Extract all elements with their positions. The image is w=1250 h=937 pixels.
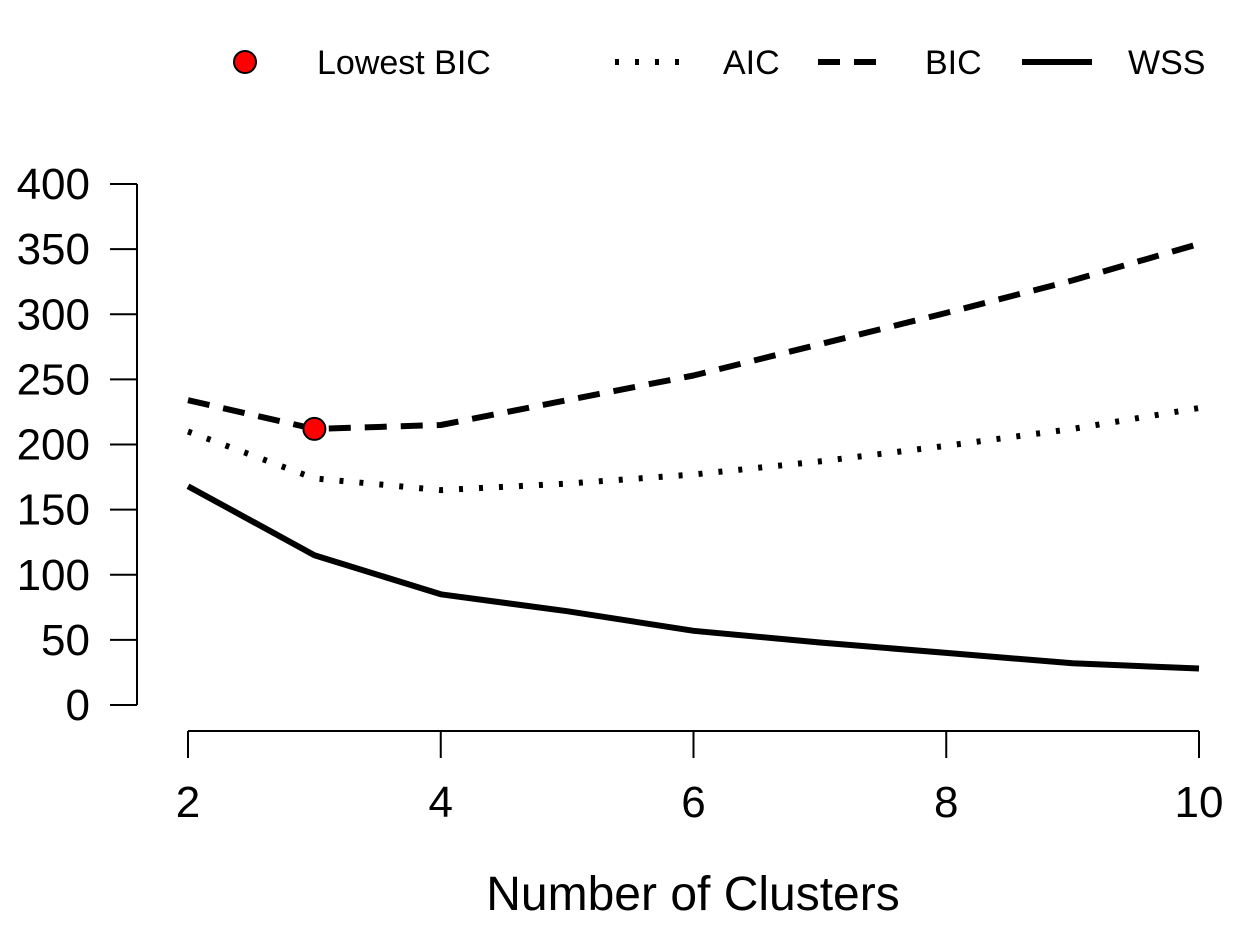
y-tick-label: 0 [66, 681, 90, 730]
legend: Lowest BIC AIC BIC WSS [233, 44, 1205, 82]
y-tick-label: 50 [41, 616, 90, 665]
x-tick-label: 8 [934, 778, 958, 827]
y-tick-label: 150 [17, 486, 90, 535]
x-tick-label: 4 [429, 778, 453, 827]
series-line-aic [186, 405, 1200, 494]
y-tick-label: 350 [17, 225, 90, 274]
y-axis: 0 50 100 150 200 250 300 350 400 [17, 160, 138, 730]
legend-label-wss: WSS [1128, 44, 1205, 82]
x-tick-label: 2 [176, 778, 200, 827]
legend-label-bic: BIC [925, 44, 982, 82]
plot-area [186, 241, 1200, 672]
legend-label-lowest-bic: Lowest BIC [317, 44, 491, 82]
x-tick-label: 6 [681, 778, 705, 827]
y-tick-label: 250 [17, 355, 90, 404]
y-tick-label: 200 [17, 421, 90, 470]
y-tick-label: 100 [17, 551, 90, 600]
x-axis: 2 4 6 8 10 [176, 730, 1224, 827]
legend-label-aic: AIC [723, 44, 780, 82]
y-tick-label: 400 [17, 160, 90, 209]
x-tick-label: 10 [1175, 778, 1224, 827]
y-tick-label: 300 [17, 290, 90, 339]
series-line-bic [187, 241, 1200, 432]
lowest-bic-point [302, 416, 327, 441]
series-line-wss [186, 483, 1200, 672]
x-axis-title: Number of Clusters [486, 868, 899, 921]
legend-marker-lowest-bic [233, 50, 257, 74]
